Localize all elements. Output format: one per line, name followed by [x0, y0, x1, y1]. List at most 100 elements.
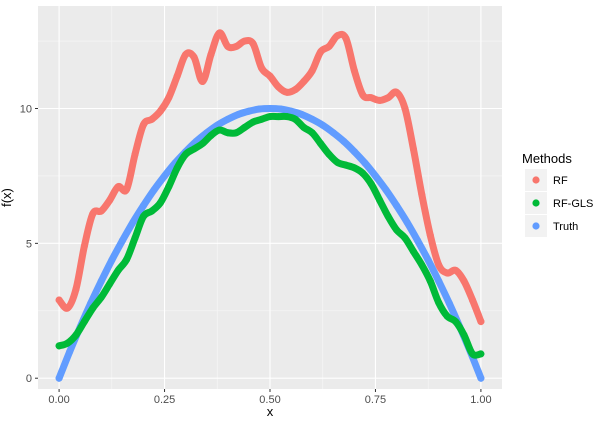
data-point-rf-gls: [393, 226, 401, 234]
legend-title: Methods: [522, 151, 572, 166]
data-point-truth: [308, 115, 316, 123]
legend-item-rf-gls: RF-GLS: [525, 192, 593, 214]
data-point-truth: [371, 172, 379, 180]
data-point-rf-gls: [173, 164, 181, 172]
data-point-rf-gls: [182, 150, 190, 158]
data-point-rf-gls: [359, 169, 367, 177]
data-point-rf-gls: [165, 183, 173, 191]
data-point-rf-gls: [139, 212, 147, 220]
data-point-truth: [414, 237, 422, 245]
data-point-rf-gls: [148, 207, 156, 215]
data-point-rf: [72, 285, 80, 293]
x-tick-label: 0.25: [154, 394, 175, 406]
data-point-rf-gls: [199, 140, 207, 148]
data-point-truth: [340, 137, 348, 145]
data-point-rf: [376, 96, 384, 104]
data-point-truth: [55, 374, 63, 382]
data-point-rf-gls: [333, 158, 341, 166]
data-point-rf: [199, 78, 207, 86]
data-point-truth: [287, 107, 295, 115]
data-point-rf: [468, 296, 476, 304]
data-point-rf-gls: [367, 180, 375, 188]
data-point-rf-gls: [452, 318, 460, 326]
data-point-rf: [148, 115, 156, 123]
data-point-truth: [108, 256, 116, 264]
data-point-rf-gls: [409, 247, 417, 255]
data-point-rf: [384, 94, 392, 102]
data-point-rf: [165, 94, 173, 102]
data-point-truth: [361, 159, 369, 167]
data-point-rf: [426, 231, 434, 239]
data-point-rf-gls: [106, 280, 114, 288]
data-point-rf: [325, 42, 333, 50]
data-point-rf: [266, 72, 274, 80]
data-point-rf: [173, 72, 181, 80]
y-axis: 0 5 10: [20, 103, 38, 385]
x-tick-label: 0.50: [259, 394, 280, 406]
data-point-rf: [241, 37, 249, 45]
data-point-rf-gls: [435, 299, 443, 307]
data-point-rf: [139, 121, 147, 129]
data-point-rf-gls: [249, 118, 257, 126]
data-point-truth: [150, 186, 158, 194]
data-point-rf-gls: [190, 145, 198, 153]
data-point-truth: [435, 277, 443, 285]
y-tick-label: 0: [26, 373, 32, 385]
data-point-rf: [359, 91, 367, 99]
legend-swatch-rf: [532, 176, 540, 184]
x-tick-label: 1.00: [470, 394, 491, 406]
data-point-truth: [224, 115, 232, 123]
data-point-rf-gls: [215, 126, 223, 134]
x-tick-label: 0.75: [365, 394, 386, 406]
data-point-rf: [64, 304, 72, 312]
data-point-rf: [367, 94, 375, 102]
data-point-rf-gls: [325, 150, 333, 158]
data-point-rf: [393, 88, 401, 96]
data-point-rf-gls: [460, 331, 468, 339]
data-point-rf-gls: [97, 293, 105, 301]
data-point-rf: [401, 104, 409, 112]
data-point-rf: [460, 277, 468, 285]
data-point-truth: [97, 277, 105, 285]
x-axis: 0.00 0.25 0.50 0.75 1.00: [48, 389, 492, 406]
data-point-truth: [66, 348, 74, 356]
data-point-rf: [232, 42, 240, 50]
data-point-rf-gls: [376, 196, 384, 204]
data-point-rf: [291, 86, 299, 94]
data-point-rf-gls: [64, 339, 72, 347]
data-point-truth: [350, 148, 358, 156]
data-point-rf-gls: [241, 123, 249, 131]
legend-label-rf-gls: RF-GLS: [553, 198, 593, 210]
data-point-rf: [106, 196, 114, 204]
data-point-truth: [445, 299, 453, 307]
data-point-rf-gls: [401, 234, 409, 242]
data-point-rf: [89, 210, 97, 218]
data-point-rf: [114, 183, 122, 191]
data-point-rf: [435, 261, 443, 269]
data-point-truth: [424, 256, 432, 264]
legend-label-truth: Truth: [553, 221, 578, 233]
data-point-rf: [342, 34, 350, 42]
y-tick-label: 5: [26, 238, 32, 250]
data-point-truth: [245, 107, 253, 115]
data-point-rf-gls: [114, 266, 122, 274]
data-point-truth: [255, 105, 263, 113]
data-point-rf-gls: [300, 123, 308, 131]
x-axis-title: x: [267, 404, 274, 419]
data-point-truth: [161, 172, 169, 180]
data-point-truth: [329, 129, 337, 137]
data-point-rf-gls: [426, 277, 434, 285]
data-point-rf: [123, 185, 131, 193]
data-point-rf-gls: [55, 342, 63, 350]
data-point-rf: [207, 51, 215, 59]
data-point-rf-gls: [477, 350, 485, 358]
data-point-rf: [317, 48, 325, 56]
legend-swatch-truth: [532, 222, 540, 230]
series-rf-gls: [55, 112, 485, 359]
data-point-rf: [409, 145, 417, 153]
data-point-rf-gls: [468, 350, 476, 358]
data-point-rf-gls: [317, 140, 325, 148]
data-point-rf-gls: [291, 115, 299, 123]
data-point-rf-gls: [207, 131, 215, 139]
